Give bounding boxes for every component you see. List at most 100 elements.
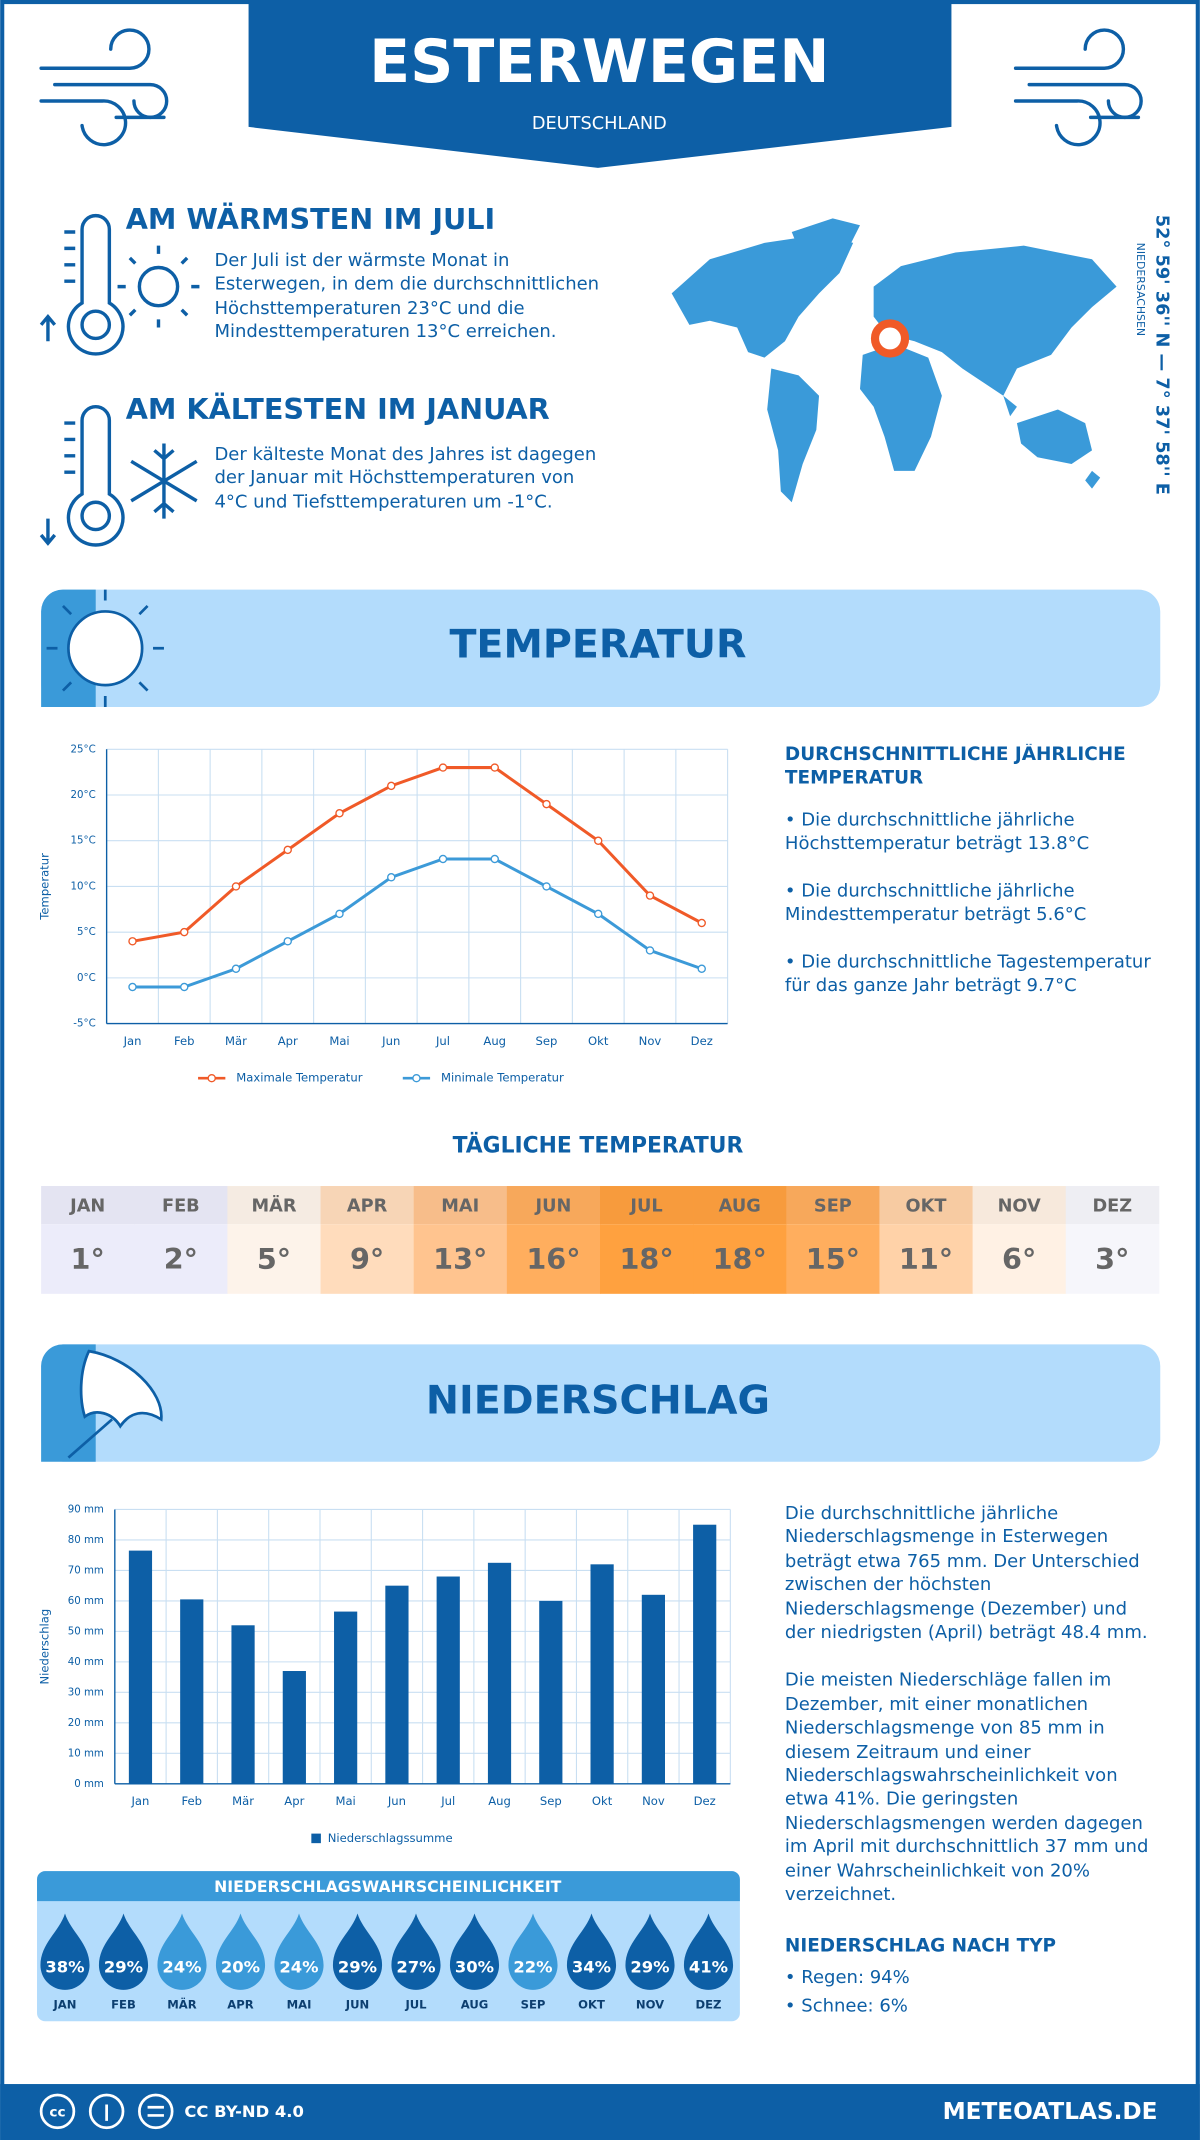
probability-value: 24%: [162, 1958, 201, 1977]
rain-drop: [508, 1913, 558, 1990]
daily-value-cell: [693, 1224, 787, 1294]
line-point: [387, 781, 396, 791]
bar: [539, 1600, 563, 1784]
y-tick-label: 5°C: [77, 927, 96, 938]
y-tick-label: 90 mm: [68, 1504, 104, 1515]
rain-drop: [215, 1913, 266, 1990]
line-point: [594, 909, 603, 919]
probability-value: 27%: [396, 1958, 435, 1977]
daily-month: SEP: [814, 1196, 852, 1216]
y-tick-label: 80 mm: [68, 1535, 104, 1546]
x-tick-label: Okt: [592, 1794, 613, 1808]
license: CC BY-ND 4.0: [184, 2102, 303, 2121]
probability-title: NIEDERSCHLAGSWAHRSCHEINLICHKEIT: [214, 1877, 562, 1896]
x-tick-label: Jul: [440, 1794, 455, 1808]
daily-value-cell: [413, 1224, 508, 1294]
precipitation-paragraph: Die durchschnittliche jährliche Niedersc…: [784, 1504, 1148, 1644]
daily-month: NOV: [998, 1196, 1041, 1216]
probability-month: SEP: [521, 1997, 546, 2011]
bar: [641, 1594, 665, 1784]
daily-month: JUL: [629, 1196, 662, 1216]
line-series: [132, 766, 703, 943]
rain-drop: [391, 1913, 441, 1990]
rain-drop: [157, 1913, 207, 1990]
daily-value-cell: [134, 1224, 228, 1294]
precipitation-text-box: Die durchschnittliche jährliche Niedersc…: [784, 1504, 1148, 2017]
bar: [180, 1599, 204, 1784]
line-point: [335, 909, 344, 919]
daily-value-cell: [320, 1224, 415, 1294]
temperature-title: TEMPERATUR: [449, 621, 746, 667]
y-axis-label: Niederschlag: [38, 1609, 52, 1685]
daily-month: JUN: [535, 1196, 572, 1216]
temperature-summary: DURCHSCHNITTLICHE JÄHRLICHE TEMPERATUR •…: [785, 744, 1153, 998]
precipitation-banner: [41, 1344, 1161, 1462]
summary-bullet: • Die durchschnittliche jährliche Höchst…: [784, 810, 1090, 855]
rain-drop: [449, 1913, 500, 1990]
x-tick-label: Jan: [131, 1794, 150, 1808]
line-point: [645, 946, 655, 955]
daily-header-cell: [41, 1186, 135, 1225]
precipitation-title: NIEDERSCHLAG: [426, 1378, 770, 1424]
header-banner: [248, 0, 952, 168]
probability-value: 29%: [104, 1958, 143, 1977]
line-point: [335, 809, 344, 818]
line-point: [387, 873, 396, 882]
daily-value: 1°: [71, 1242, 105, 1276]
daily-header-cell: [413, 1186, 508, 1225]
line-point: [180, 982, 189, 992]
line-point: [128, 982, 137, 992]
daily-month: FEB: [162, 1196, 200, 1216]
site: METEOATLAS.DE: [943, 2098, 1158, 2125]
x-tick-label: Dez: [691, 1034, 713, 1048]
coldest-text: Der kälteste Monat des Jahres ist dagege…: [214, 444, 597, 513]
y-tick-label: 20 mm: [68, 1718, 104, 1729]
daily-value: 15°: [806, 1242, 860, 1276]
probability-value: 34%: [572, 1958, 611, 1977]
y-tick-label: 0 mm: [74, 1779, 104, 1790]
daily-header-cell: [786, 1186, 880, 1225]
daily-value: 3°: [1095, 1242, 1129, 1276]
daily-header-cell: [1065, 1186, 1160, 1225]
y-tick-label: 70 mm: [68, 1565, 104, 1576]
footer: [0, 2084, 1200, 2140]
daily-month: JAN: [69, 1196, 105, 1216]
umbrella-icon: [67, 1349, 163, 1459]
x-tick-label: Mär: [225, 1034, 247, 1048]
legend-swatch-dot: [207, 1073, 216, 1083]
precipitation-chart: 0 mm 10 mm 20 mm 30 mm 40 mm 50 mm 60 mm 70 mm 8…: [38, 1504, 731, 1845]
y-tick-label: 20°C: [70, 790, 95, 801]
temperature-banner: [41, 589, 1161, 707]
y-tick-label: 0°C: [77, 973, 96, 984]
y-tick-label: 40 mm: [68, 1657, 104, 1668]
line-point: [594, 836, 603, 845]
daily-value-cell: [227, 1224, 321, 1294]
legend-label: Niederschlagssumme: [328, 1831, 453, 1845]
line-point: [697, 918, 706, 928]
bar: [487, 1562, 512, 1784]
daily-value-cell: [600, 1224, 694, 1294]
header-subtitle: DEUTSCHLAND: [532, 114, 667, 134]
bar: [693, 1524, 717, 1784]
rain-drop: [625, 1913, 675, 1990]
daily-value: 2°: [164, 1242, 198, 1276]
bar: [334, 1611, 358, 1784]
daily-header-cell: [600, 1186, 694, 1225]
daily-header-cell: [320, 1186, 415, 1225]
line-point: [490, 763, 499, 772]
daily-value: 18°: [713, 1242, 767, 1276]
x-tick-label: Sep: [536, 1034, 558, 1048]
probability-value: 22%: [513, 1958, 552, 1977]
daily-month: OKT: [906, 1196, 947, 1216]
x-tick-label: Jan: [123, 1034, 142, 1048]
probability-value: 41%: [689, 1958, 728, 1977]
probability-value: 24%: [279, 1958, 318, 1977]
coldest-title: AM KÄLTESTEN IM JANUAR: [126, 392, 550, 426]
temperature-summary-box: DURCHSCHNITTLICHE JÄHRLICHE TEMPERATUR •…: [785, 744, 1153, 998]
probability-month: OKT: [578, 1997, 605, 2011]
wind-icon: [39, 28, 1143, 147]
rain-drop: [274, 1913, 324, 1990]
daily-month: AUG: [719, 1196, 761, 1216]
